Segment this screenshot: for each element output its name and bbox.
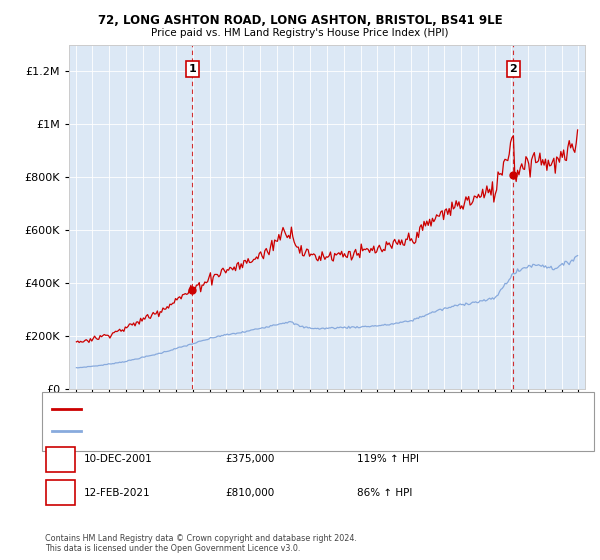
Text: 119% ↑ HPI: 119% ↑ HPI	[357, 454, 419, 464]
Text: 1: 1	[188, 64, 196, 74]
Text: 86% ↑ HPI: 86% ↑ HPI	[357, 488, 412, 498]
Text: 1: 1	[57, 454, 64, 464]
Text: 2: 2	[509, 64, 517, 74]
Text: 72, LONG ASHTON ROAD, LONG ASHTON, BRISTOL, BS41 9LE (detached house): 72, LONG ASHTON ROAD, LONG ASHTON, BRIST…	[84, 404, 442, 413]
Text: 12-FEB-2021: 12-FEB-2021	[84, 488, 151, 498]
Text: 10-DEC-2001: 10-DEC-2001	[84, 454, 153, 464]
Text: 2: 2	[57, 488, 64, 498]
Text: 72, LONG ASHTON ROAD, LONG ASHTON, BRISTOL, BS41 9LE: 72, LONG ASHTON ROAD, LONG ASHTON, BRIST…	[98, 14, 502, 27]
Text: £810,000: £810,000	[225, 488, 274, 498]
Text: Contains HM Land Registry data © Crown copyright and database right 2024.
This d: Contains HM Land Registry data © Crown c…	[45, 534, 357, 553]
Text: HPI: Average price, detached house, North Somerset: HPI: Average price, detached house, Nort…	[84, 427, 323, 436]
Text: £375,000: £375,000	[225, 454, 274, 464]
Text: Price paid vs. HM Land Registry's House Price Index (HPI): Price paid vs. HM Land Registry's House …	[151, 28, 449, 38]
